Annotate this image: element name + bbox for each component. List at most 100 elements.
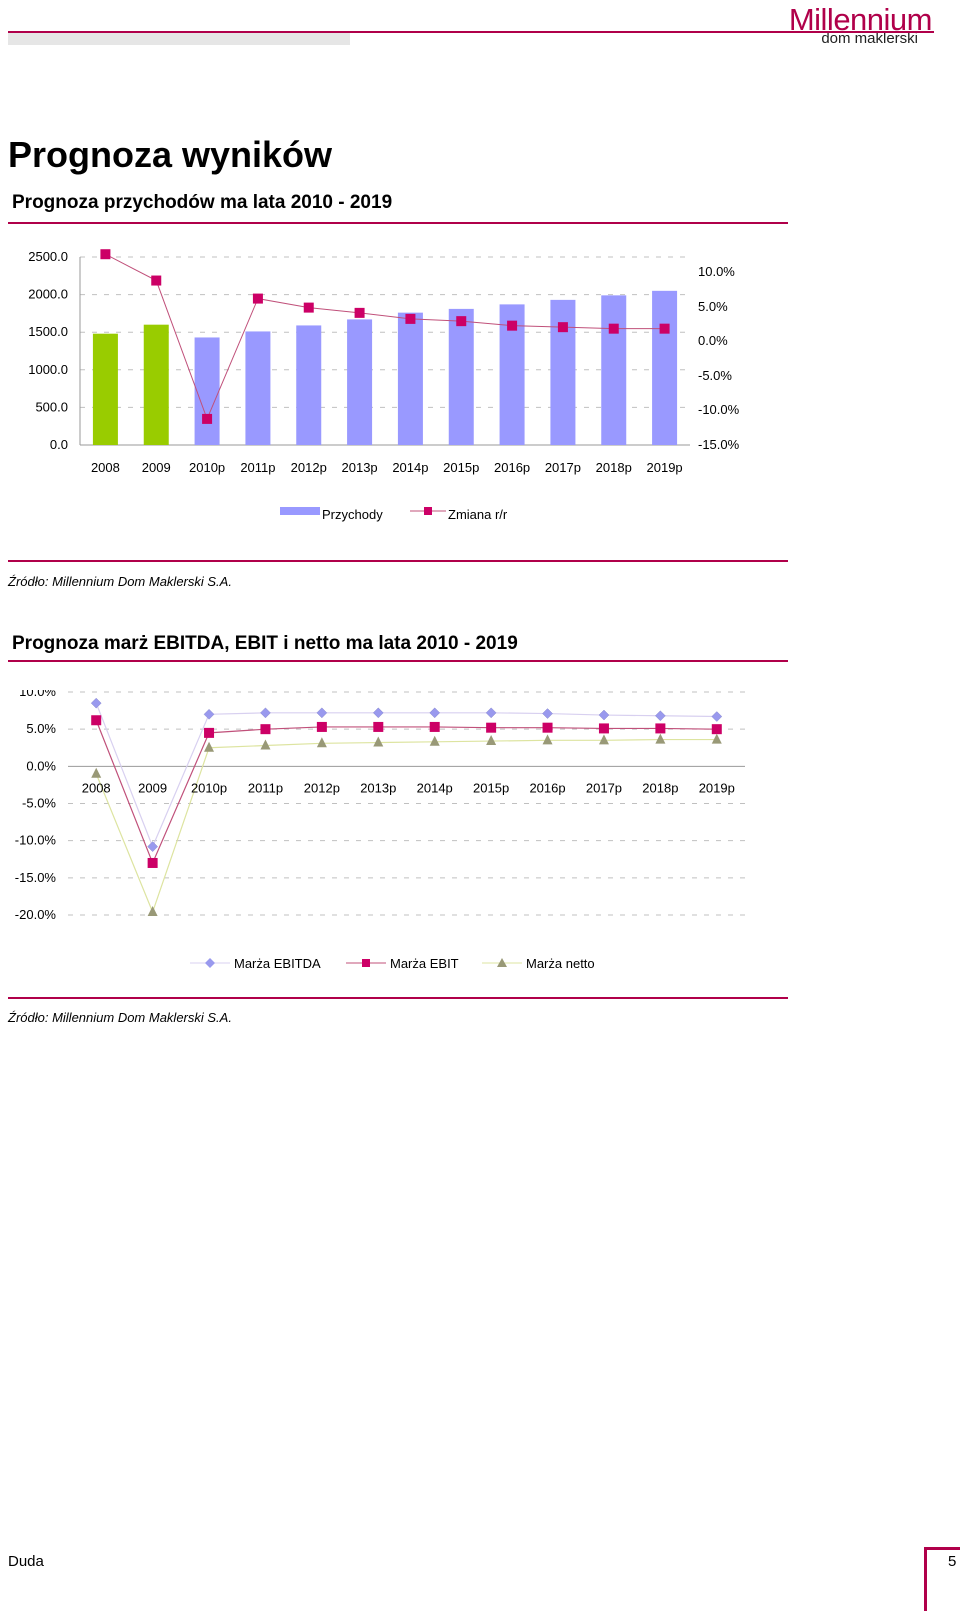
legend-label-ebit: Marża EBIT [390, 956, 459, 971]
point-netto-2008 [91, 767, 102, 778]
logo-subtitle: dom maklerski [821, 30, 918, 47]
point-zmiana-2014p [405, 313, 416, 324]
legend-marker-zmiana [424, 507, 432, 515]
bar-przychody-2015p [448, 308, 474, 445]
y-tick-left: 2500.0 [28, 249, 68, 264]
page-number: 5 [948, 1553, 957, 1570]
point-ebitda-2009 [147, 841, 158, 852]
x-tick-label: 2017p [586, 780, 622, 795]
revenue-section-title: Prognoza przychodów ma lata 2010 - 2019 [12, 192, 393, 213]
y-tick-left: 500.0 [35, 399, 68, 414]
y-tick-left: 1000.0 [28, 362, 68, 377]
margins-section-title: Prognoza marż EBITDA, EBIT i netto ma la… [12, 633, 518, 654]
header-rule [8, 31, 934, 33]
footer-page-divider [924, 1547, 927, 1611]
y-tick: 5.0% [26, 721, 56, 736]
point-zmiana-2018p [608, 323, 619, 334]
point-netto-2019p [711, 733, 722, 744]
y-tick: -5.0% [22, 796, 56, 811]
x-tick-label: 2008 [82, 780, 111, 795]
x-tick-label: 2009 [138, 780, 167, 795]
point-netto-2015p [486, 735, 497, 746]
point-netto-2012p [316, 737, 327, 748]
point-ebitda-2013p [372, 707, 384, 719]
x-tick-label: 2012p [291, 460, 327, 475]
point-netto-2010p [204, 741, 215, 752]
legend-marker-ebit [362, 959, 370, 967]
legend-marker-ebitda [205, 958, 215, 968]
point-ebitda-2018p [655, 710, 666, 722]
legend-label-ebitda: Marża EBITDA [234, 956, 321, 971]
bar-przychody-2009 [143, 324, 169, 445]
x-tick-label: 2016p [529, 780, 565, 795]
point-ebit-2017p [598, 723, 609, 734]
x-tick-label: 2013p [342, 460, 378, 475]
y-tick-left: 0.0 [50, 437, 68, 452]
point-ebit-2018p [655, 723, 666, 734]
point-ebitda-2012p [316, 707, 328, 719]
bar-przychody-2017p [550, 299, 576, 445]
point-ebitda-2014p [429, 707, 441, 719]
x-tick-label: 2009 [142, 460, 171, 475]
revenue-chart-rule [8, 560, 788, 562]
bar-przychody-2012p [296, 325, 322, 445]
y-tick-left: 1500.0 [28, 324, 68, 339]
x-tick-label: 2015p [443, 460, 479, 475]
point-ebitda-2008 [90, 697, 102, 709]
point-zmiana-2017p [557, 322, 568, 333]
point-netto-2017p [598, 734, 609, 745]
bar-przychody-2013p [347, 319, 373, 445]
x-tick-label: 2012p [304, 780, 340, 795]
point-netto-2011p [260, 739, 271, 750]
point-ebit-2019p [711, 724, 722, 735]
header-grey-bar [8, 33, 350, 45]
legend-label-zmiana: Zmiana r/r [448, 507, 508, 522]
x-tick-label: 2019p [699, 780, 735, 795]
bar-przychody-2019p [652, 290, 678, 445]
point-ebit-2008 [91, 715, 102, 726]
legend-swatch-przychody [280, 507, 320, 515]
legend-label-przychody: Przychody [322, 507, 383, 522]
page-title: Prognoza wyników [8, 134, 333, 175]
point-zmiana-2010p [202, 413, 213, 424]
point-ebit-2016p [542, 722, 553, 733]
y-tick: -20.0% [15, 907, 57, 922]
point-ebitda-2019p [711, 711, 723, 722]
point-ebit-2009 [147, 857, 158, 868]
margins-source: Źródło: Millennium Dom Maklerski S.A. [8, 1010, 232, 1025]
line-netto [95, 738, 717, 914]
point-netto-2018p [655, 733, 666, 744]
point-ebitda-2017p [598, 709, 610, 721]
point-ebit-2014p [429, 721, 440, 732]
y-tick-right: -10.0% [698, 402, 740, 417]
point-zmiana-2012p [303, 302, 314, 313]
y-tick: 0.0% [26, 758, 56, 773]
point-ebitda-2016p [542, 708, 553, 719]
point-netto-2016p [542, 734, 553, 745]
bar-przychody-2011p [245, 331, 271, 445]
point-zmiana-2013p [354, 307, 365, 318]
point-zmiana-2008 [100, 249, 111, 260]
revenue-source: Źródło: Millennium Dom Maklerski S.A. [8, 574, 232, 589]
x-tick-label: 2013p [360, 780, 396, 795]
point-ebit-2010p [204, 727, 215, 738]
x-tick-label: 2011p [248, 780, 283, 795]
bar-przychody-2018p [601, 295, 627, 445]
point-ebit-2011p [260, 724, 271, 735]
x-tick-label: 2018p [596, 460, 632, 475]
margins-title-rule [8, 660, 788, 662]
point-zmiana-2019p [659, 323, 670, 334]
bar-przychody-2008 [92, 333, 118, 445]
point-netto-2013p [373, 736, 384, 747]
x-tick-label: 2010p [189, 460, 225, 475]
x-tick-label: 2014p [417, 780, 453, 795]
y-tick-right: -15.0% [698, 437, 740, 452]
line-ebitda [95, 702, 717, 849]
point-ebitda-2015p [485, 707, 497, 719]
line-ebit [95, 720, 717, 865]
margins-chart-legend: Marża EBITDA Marża EBIT Marża netto [190, 956, 595, 971]
point-zmiana-2015p [456, 316, 467, 327]
line-zmiana [105, 253, 665, 421]
point-ebit-2013p [373, 721, 384, 732]
point-netto-2014p [429, 735, 440, 746]
